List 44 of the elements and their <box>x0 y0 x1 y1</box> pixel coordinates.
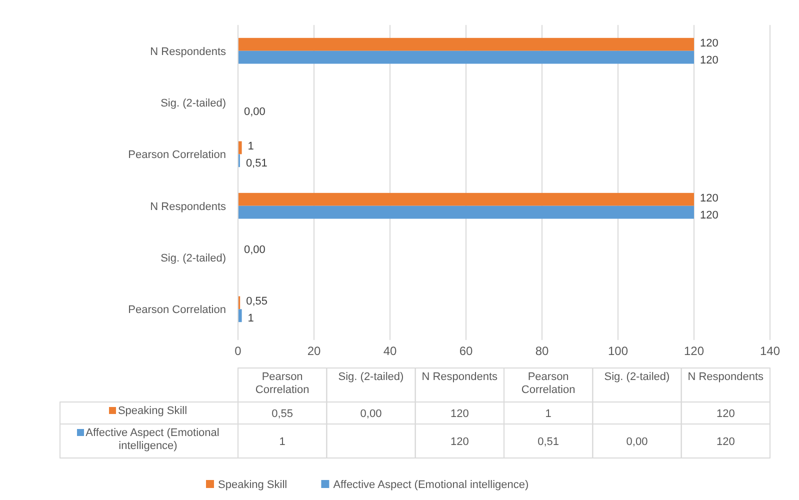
y-tick-label: N Respondents <box>150 46 226 58</box>
category-label: Pearson Correlation <box>255 371 310 396</box>
legend-label: Affective Aspect (Emotional intelligence) <box>84 426 220 453</box>
text: 120 <box>450 408 469 420</box>
text: 0,51 <box>538 436 560 448</box>
category-label: Pearson Correlation <box>521 371 576 396</box>
category-label: Sig. (2-tailed) <box>338 371 404 383</box>
y-tick-label: Pearson Correlation <box>128 304 226 316</box>
data-label: 0,00 <box>244 244 266 256</box>
category-label: N Respondents <box>688 371 764 383</box>
x-tick-label: 140 <box>760 344 780 358</box>
data-label: 1 <box>248 312 254 325</box>
y-tick-label: N Respondents <box>150 200 226 213</box>
category-label: Sig. (2-tailed) <box>604 371 670 383</box>
text: Affective Aspect (Emotional intelligence) <box>333 479 529 491</box>
x-tick-label: 120 <box>684 344 704 358</box>
x-tick-label: 0 <box>234 344 242 358</box>
y-tick-label: Sig. (2-tailed) <box>160 98 226 110</box>
y-tick-label: Pearson Correlation <box>128 149 226 162</box>
text: 0,00 <box>360 408 382 420</box>
data-label: 1 <box>248 140 254 153</box>
text: 120 <box>716 408 735 420</box>
text: 120 <box>450 436 469 448</box>
data-label: 120 <box>700 209 718 222</box>
data-label: 0,00 <box>244 106 266 118</box>
text: 1 <box>279 436 286 448</box>
category-label: N Respondents <box>422 371 498 383</box>
data-label: 120 <box>700 37 718 50</box>
text: 1 <box>545 408 552 420</box>
x-tick-label: 40 <box>383 344 397 358</box>
data-label: 0,55 <box>246 296 268 308</box>
data-label: 120 <box>700 192 718 204</box>
y-tick-label: Sig. (2-tailed) <box>160 252 226 264</box>
text: Speaking Skill <box>218 479 288 491</box>
x-tick-label: 100 <box>608 344 628 358</box>
x-tick-label: 60 <box>459 344 473 358</box>
text: 0,00 <box>626 436 648 448</box>
x-tick-label: 20 <box>307 344 321 358</box>
x-tick-label: 80 <box>535 344 549 358</box>
data-label: 120 <box>700 54 718 66</box>
text: 0,55 <box>272 408 294 420</box>
text: 120 <box>716 436 735 448</box>
legend-label: Speaking Skill <box>116 404 188 418</box>
data-label: 0,51 <box>246 158 268 170</box>
